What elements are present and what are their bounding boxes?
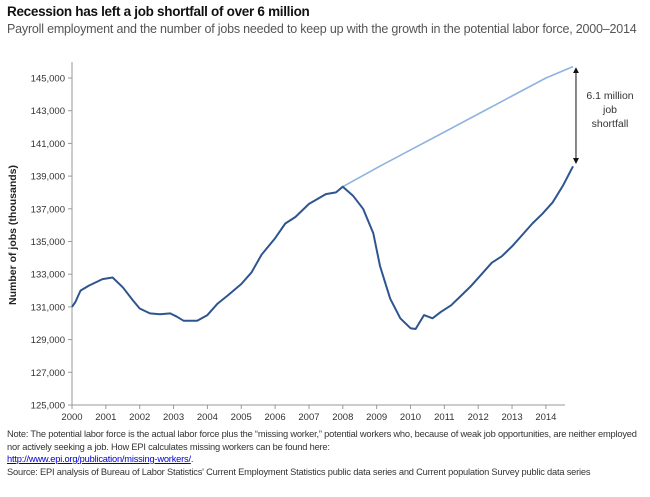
source-text: Source: EPI analysis of Bureau of Labor …	[7, 466, 591, 477]
x-tick-label: 2011	[434, 412, 454, 423]
y-tick-label: 129,000	[31, 335, 65, 346]
y-tick-label: 143,000	[31, 106, 65, 117]
x-tick-label: 2013	[501, 412, 522, 423]
shortfall-annotation: shortfall	[592, 118, 629, 130]
y-tick-label: 137,000	[31, 204, 65, 215]
y-tick-label: 133,000	[31, 270, 65, 281]
y-tick-label: 141,000	[31, 139, 65, 150]
x-tick-label: 2009	[366, 412, 387, 423]
chart-subtitle: Payroll employment and the number of job…	[7, 22, 637, 36]
x-tick-label: 2006	[265, 412, 286, 423]
chart-title: Recession has left a job shortfall of ov…	[7, 4, 310, 19]
x-tick-label: 2000	[61, 412, 82, 423]
note-text: Note: The potential labor force is the a…	[7, 429, 637, 452]
y-tick-label: 127,000	[31, 368, 65, 379]
y-tick-label: 125,000	[31, 401, 65, 412]
x-tick-label: 2004	[197, 412, 218, 423]
x-tick-label: 2008	[332, 412, 353, 423]
x-tick-label: 2012	[468, 412, 489, 423]
line-chart: 125,000 127,000 129,000 131,000 133,000 135,0…	[7, 62, 634, 423]
x-tick-label: 2005	[231, 412, 252, 423]
y-tick-label: 145,000	[31, 74, 65, 85]
series-line-payroll	[71, 165, 574, 330]
shortfall-annotation: 6.1 million	[586, 90, 633, 102]
y-axis-label: Number of jobs (thousands)	[7, 165, 19, 305]
x-tick-label: 2003	[163, 412, 184, 423]
note-link[interactable]: http://www.epi.org/publication/missing-w…	[7, 454, 191, 464]
y-tick-label: 135,000	[31, 237, 65, 248]
x-tick-label: 2010	[400, 412, 421, 423]
x-tick-label: 2014	[535, 412, 556, 423]
notes: Note: The potential labor force is the a…	[7, 428, 647, 478]
y-tick-label: 131,000	[31, 302, 65, 313]
y-tick-label: 139,000	[31, 172, 65, 183]
series-line-potential	[342, 65, 574, 188]
x-tick-label: 2002	[129, 412, 150, 423]
x-tick-label: 2001	[95, 412, 116, 423]
shortfall-annotation: job	[602, 104, 617, 116]
x-tick-label: 2007	[298, 412, 319, 423]
